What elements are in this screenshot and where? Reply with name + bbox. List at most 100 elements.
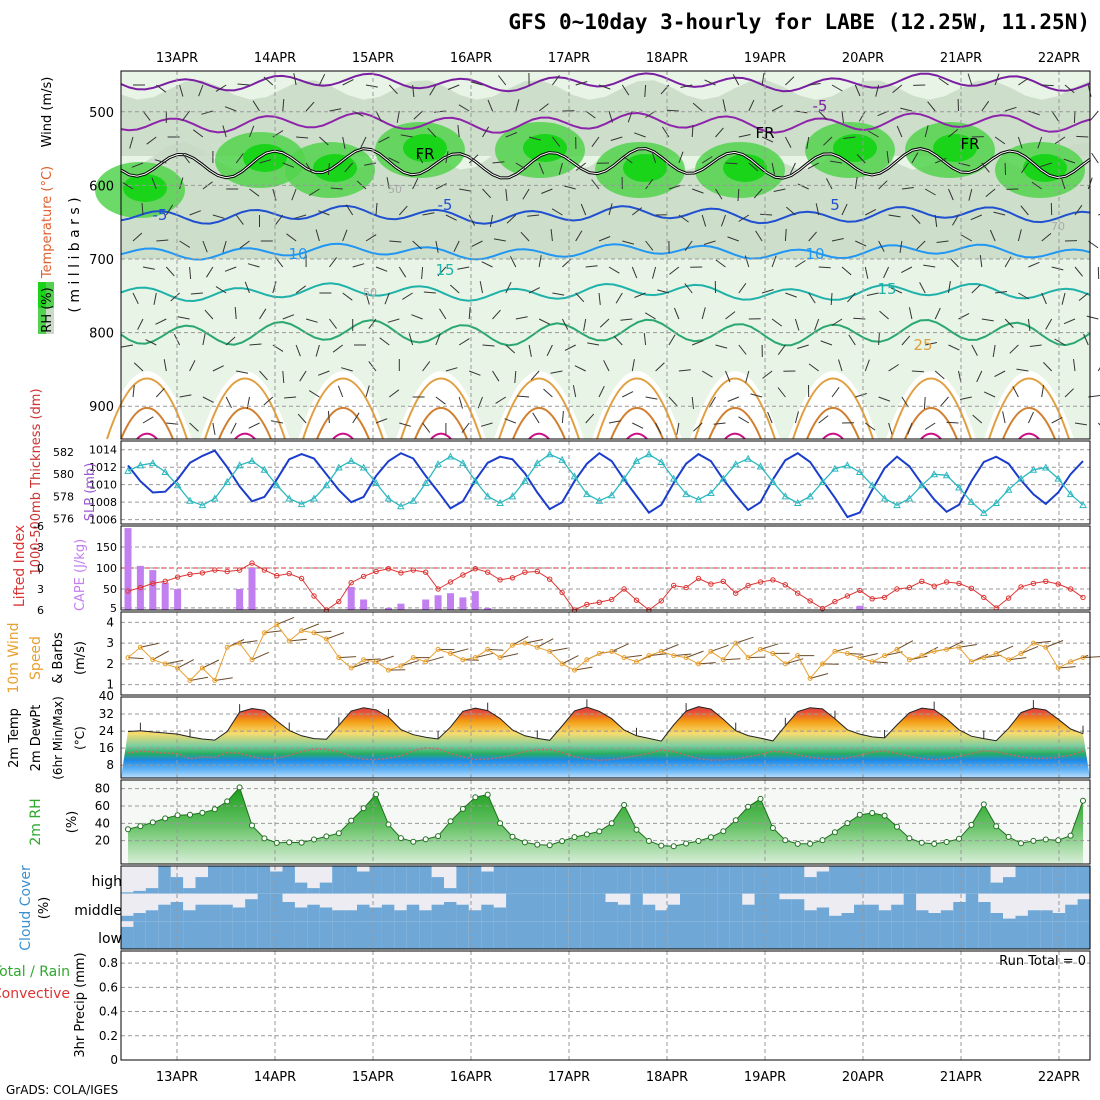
wind-barb <box>738 283 747 294</box>
run-total-label: Run Total = 0 <box>999 954 1086 969</box>
wind-barb <box>422 361 431 372</box>
wind-barb <box>938 77 949 86</box>
cloud-cell <box>270 921 284 949</box>
lifted-index-point <box>919 578 925 584</box>
thickness-point <box>1004 485 1013 493</box>
rh-point <box>174 812 181 819</box>
cloud-cell <box>282 921 296 949</box>
wind-barb <box>591 136 600 147</box>
wind-barb-10m <box>648 653 667 657</box>
temp-contour-35 <box>430 432 452 440</box>
x-date-label-top: 13APR <box>156 51 198 66</box>
wind-speed-point <box>510 642 515 648</box>
wind-barb <box>398 205 408 216</box>
lifted-index-point <box>385 566 392 572</box>
wind-barb <box>141 202 144 216</box>
cloud-cell <box>1052 866 1066 894</box>
rh-point <box>261 835 268 842</box>
wind-barb <box>482 188 492 199</box>
cloud-cell <box>779 921 793 949</box>
wind-barb <box>761 73 765 86</box>
thickness-line <box>127 453 1084 514</box>
wind-barb <box>505 344 516 354</box>
cape-bar <box>397 603 405 610</box>
wind-barb-10m <box>549 647 568 652</box>
wind-barb <box>818 266 831 269</box>
wind-speed-point <box>336 655 342 661</box>
wind-barb <box>892 84 903 93</box>
wind-barb <box>457 266 470 270</box>
wind-speed-point <box>261 630 267 636</box>
cloud-cell <box>294 907 308 922</box>
wind-barb <box>701 156 713 164</box>
y-tick-temp-top: 40 <box>99 689 114 703</box>
wind-barb <box>399 422 411 427</box>
cloud-cell <box>270 893 284 922</box>
thickness-point <box>843 461 852 469</box>
wind-barb-10m <box>710 644 729 652</box>
wind-barb <box>948 129 959 138</box>
thickness-point <box>235 461 244 469</box>
lifted-index-point <box>1055 581 1061 587</box>
thickness-point <box>545 450 554 458</box>
wind-barb <box>189 210 201 216</box>
thickness-point <box>124 466 132 474</box>
wind-barb <box>294 214 307 219</box>
wind-speed-point <box>274 622 280 627</box>
wind-barb <box>1064 84 1075 94</box>
cloud-cell <box>121 892 134 894</box>
x-date-label-bottom: 14APR <box>254 1070 296 1085</box>
x-date-label-bottom: 18APR <box>646 1070 688 1085</box>
lifted-index-point <box>472 566 478 572</box>
cloud-cell-bg <box>121 893 134 922</box>
wind-barb <box>753 188 763 199</box>
rh-point <box>931 840 938 847</box>
wind-barb <box>179 177 184 190</box>
cloud-cell <box>729 866 743 894</box>
wind-barb <box>738 214 750 222</box>
y-label-temp-d: (°C) <box>73 726 87 750</box>
wind-barb <box>1073 110 1076 124</box>
wind-barb <box>201 110 214 115</box>
wind-barb <box>669 266 680 275</box>
cloud-cell <box>183 910 197 922</box>
wind-barb <box>562 258 572 268</box>
wind-barb <box>855 393 867 398</box>
cloud-cell <box>456 866 470 894</box>
wind-barb <box>608 420 621 424</box>
x-date-label-top: 19APR <box>744 51 786 66</box>
wind-barb <box>622 391 634 398</box>
wind-barb-10m <box>214 677 233 681</box>
cloud-cell <box>1077 899 1091 922</box>
rh-point <box>658 842 665 849</box>
wind-barb <box>249 125 255 138</box>
wind-barb <box>615 292 623 304</box>
rh-point <box>720 828 727 835</box>
thickness-point <box>942 471 951 479</box>
thickness-point <box>223 477 232 485</box>
wind-barb <box>771 255 777 268</box>
wind-barb <box>720 214 726 227</box>
y-label-wind10m-b: Speed <box>28 636 44 680</box>
wind-barb <box>610 136 623 141</box>
wind-barb <box>495 396 507 404</box>
wind-barb <box>878 332 880 346</box>
wind-barb <box>368 318 377 329</box>
lifted-index-point <box>621 586 627 592</box>
wind-barb <box>1012 386 1019 398</box>
cloud-cell <box>866 921 880 949</box>
wind-barb <box>970 214 982 221</box>
wind-barb <box>129 136 134 149</box>
wind-speed-point <box>1006 657 1012 663</box>
wind-barb <box>797 344 809 349</box>
rh-point <box>670 843 677 850</box>
lifted-index-point <box>336 598 342 605</box>
temp-contour-30 <box>120 407 174 440</box>
wind-barb-10m <box>140 642 159 648</box>
wind-barb <box>198 84 204 97</box>
temp-contour-35 <box>626 432 648 440</box>
rh-point <box>583 831 590 838</box>
wind-barb <box>934 214 938 227</box>
wind-barb-10m <box>189 676 208 681</box>
wind-barb <box>235 214 244 225</box>
